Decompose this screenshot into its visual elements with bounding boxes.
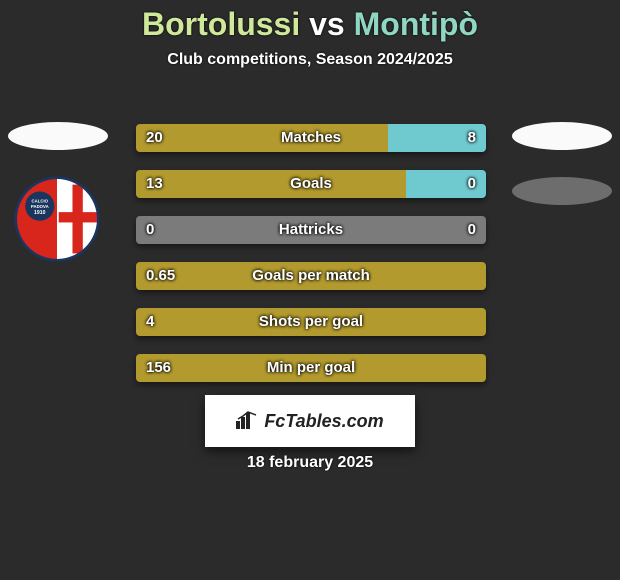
stat-row: 4Shots per goal xyxy=(136,308,486,336)
stat-value-b: 0 xyxy=(468,216,476,244)
stat-label: Goals per match xyxy=(136,262,486,290)
title-vs: vs xyxy=(309,6,345,42)
stat-row: 13Goals0 xyxy=(136,170,486,198)
player-a-club-logo: CALCIO PADOVA 1910 xyxy=(14,176,100,262)
watermark-text: FcTables.com xyxy=(264,411,383,431)
stat-row: 0.65Goals per match xyxy=(136,262,486,290)
page-root: Bortolussi vs Montipò Club competitions,… xyxy=(0,0,620,580)
stat-row: 20Matches8 xyxy=(136,124,486,152)
club-crest-icon: CALCIO PADOVA 1910 xyxy=(14,176,100,262)
date-label: 18 february 2025 xyxy=(0,454,620,472)
player-b-club-placeholder xyxy=(512,177,612,205)
stat-row: 0Hattricks0 xyxy=(136,216,486,244)
stat-value-b: 8 xyxy=(468,124,476,152)
source-watermark: FcTables.com xyxy=(205,395,415,447)
stat-label: Matches xyxy=(136,124,486,152)
stat-label: Hattricks xyxy=(136,216,486,244)
page-title: Bortolussi vs Montipò xyxy=(0,0,620,43)
stat-value-b: 0 xyxy=(468,170,476,198)
comparison-bars: 20Matches813Goals00Hattricks00.65Goals p… xyxy=(136,124,486,400)
subtitle: Club competitions, Season 2024/2025 xyxy=(0,51,620,69)
stat-label: Goals xyxy=(136,170,486,198)
player-b-photo-placeholder xyxy=(512,122,612,150)
player-a-photo-placeholder xyxy=(8,122,108,150)
stat-row: 156Min per goal xyxy=(136,354,486,382)
svg-text:PADOVA: PADOVA xyxy=(31,204,49,209)
title-player-b: Montipò xyxy=(354,6,478,42)
svg-text:CALCIO: CALCIO xyxy=(32,199,49,204)
stat-label: Shots per goal xyxy=(136,308,486,336)
title-player-a: Bortolussi xyxy=(142,6,300,42)
fctables-icon xyxy=(236,397,258,449)
svg-text:1910: 1910 xyxy=(34,210,46,216)
stat-label: Min per goal xyxy=(136,354,486,382)
